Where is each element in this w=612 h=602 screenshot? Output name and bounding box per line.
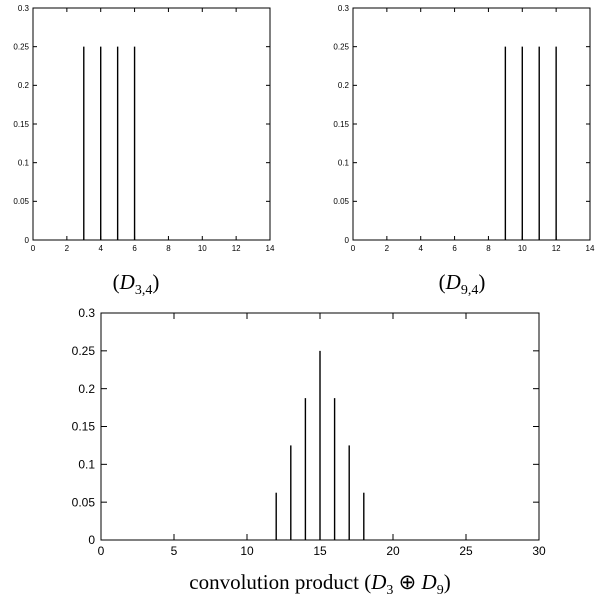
chart-top-left: 0 0.05 0.1 0.15 0.2 0.25 0.3 0 2 4 6 8 10 12 14 bbox=[13, 4, 275, 253]
x-tick-label: 14 bbox=[266, 244, 275, 253]
y-tick-label: 0.1 bbox=[338, 158, 350, 167]
x-tick-label: 20 bbox=[386, 544, 400, 558]
chart-bottom: 0 0.05 0.1 0.15 0.2 0.25 0.3 0 5 10 15 20 25 30 bbox=[72, 306, 546, 558]
x-tick-label: 4 bbox=[98, 244, 103, 253]
x-tick-label: 2 bbox=[65, 244, 70, 253]
x-tick-label: 0 bbox=[31, 244, 36, 253]
y-tick-label: 0 bbox=[88, 533, 95, 547]
x-tick-label: 25 bbox=[459, 544, 473, 558]
y-tick-label: 0.25 bbox=[72, 344, 96, 358]
y-tick-label: 0.25 bbox=[13, 42, 29, 51]
x-tick-label: 8 bbox=[486, 244, 491, 253]
x-tick-label: 12 bbox=[232, 244, 241, 253]
x-tick-label: 12 bbox=[552, 244, 561, 253]
y-tick-label: 0.3 bbox=[338, 4, 350, 13]
y-tick-label: 0.3 bbox=[18, 4, 30, 13]
y-tick-label: 0.1 bbox=[78, 458, 95, 472]
y-tick-label: 0 bbox=[345, 236, 350, 245]
y-tick-label: 0.15 bbox=[13, 120, 29, 129]
y-tick-label: 0.2 bbox=[18, 81, 30, 90]
y-tick-label: 0.2 bbox=[338, 81, 350, 90]
y-tick-label: 0.05 bbox=[333, 197, 349, 206]
x-tick-label: 6 bbox=[132, 244, 137, 253]
chart-top-right: 0 0.05 0.1 0.15 0.2 0.25 0.3 0 2 4 6 8 10 12 14 bbox=[333, 4, 595, 253]
y-tick-label: 0.15 bbox=[333, 120, 349, 129]
y-tick-label: 0.05 bbox=[13, 197, 29, 206]
x-tick-label: 6 bbox=[452, 244, 457, 253]
plot-frame bbox=[352, 7, 591, 241]
y-tick-label: 0.3 bbox=[78, 306, 95, 320]
y-tick-label: 0.2 bbox=[78, 382, 95, 396]
caption-top-right: (D9,4) bbox=[439, 270, 486, 298]
x-tick-label: 10 bbox=[240, 544, 254, 558]
y-tick-label: 0.1 bbox=[18, 158, 30, 167]
x-tick-label: 8 bbox=[166, 244, 171, 253]
caption-bottom: convolution product (D3 ⊕ D9) bbox=[189, 570, 450, 598]
plot-frame bbox=[32, 7, 271, 241]
x-tick-label: 30 bbox=[532, 544, 546, 558]
x-tick-label: 5 bbox=[171, 544, 178, 558]
x-tick-label: 0 bbox=[98, 544, 105, 558]
y-tick-label: 0.25 bbox=[333, 42, 349, 51]
x-tick-label: 0 bbox=[351, 244, 356, 253]
y-tick-label: 0.15 bbox=[72, 420, 96, 434]
x-tick-label: 10 bbox=[198, 244, 207, 253]
y-tick-label: 0 bbox=[25, 236, 30, 245]
caption-top-left: (D3,4) bbox=[113, 270, 160, 298]
x-tick-label: 4 bbox=[418, 244, 423, 253]
x-tick-label: 2 bbox=[385, 244, 390, 253]
x-tick-label: 10 bbox=[518, 244, 527, 253]
x-tick-label: 14 bbox=[586, 244, 595, 253]
y-tick-label: 0.05 bbox=[72, 495, 96, 509]
x-tick-label: 15 bbox=[313, 544, 327, 558]
